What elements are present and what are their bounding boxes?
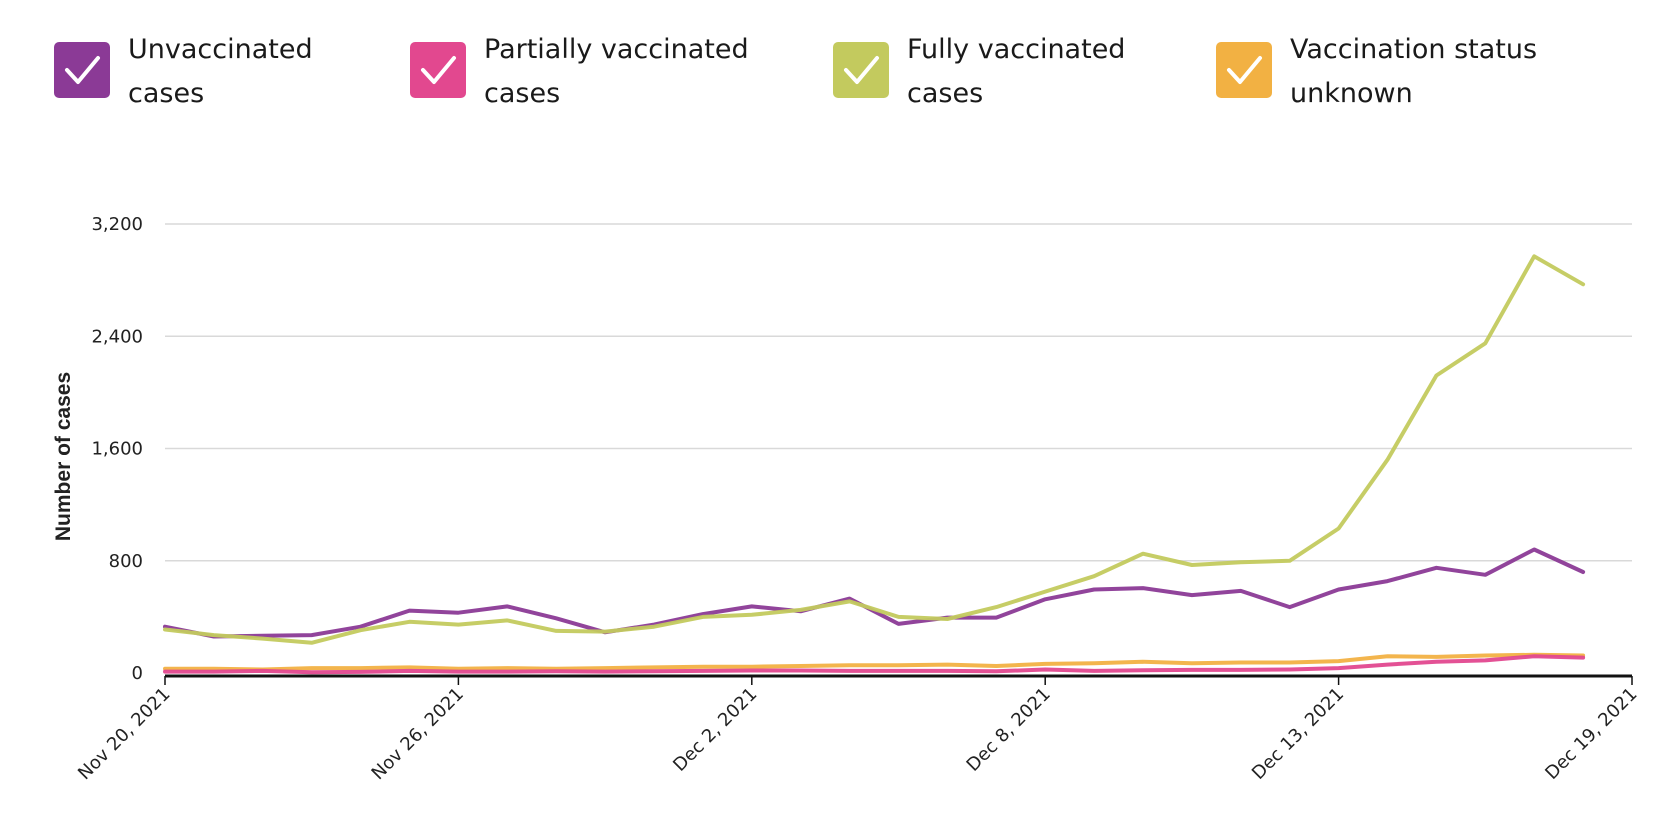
legend-label-line2: unknown xyxy=(1290,78,1413,109)
check-icon[interactable] xyxy=(833,42,889,98)
check-icon[interactable] xyxy=(1216,42,1272,98)
legend-label: Unvaccinated cases xyxy=(128,28,428,116)
y-tick-label: 1,600 xyxy=(91,439,143,460)
x-tick-label: Nov 26, 2021 xyxy=(368,684,468,784)
legend-label-line1: Unvaccinated xyxy=(128,34,313,65)
y-tick-label: 0 xyxy=(132,663,143,684)
y-tick-label: 2,400 xyxy=(91,326,143,347)
series-line xyxy=(163,254,1586,645)
x-tick-label: Dec 13, 2021 xyxy=(1248,684,1348,784)
y-tick-label: 3,200 xyxy=(91,214,143,235)
x-tick-label: Dec 2, 2021 xyxy=(669,684,761,776)
x-tick-label: Dec 19, 2021 xyxy=(1541,684,1641,784)
legend-label-line1: Partially vaccinated xyxy=(484,34,749,65)
legend-item-status-unknown[interactable]: Vaccination status unknown xyxy=(1216,28,1556,118)
legend-label-line2: cases xyxy=(484,78,561,109)
legend-label: Fully vaccinated cases xyxy=(907,28,1207,116)
series-line xyxy=(163,547,1586,639)
legend-label-line1: Vaccination status xyxy=(1290,34,1538,65)
legend-label-line1: Fully vaccinated xyxy=(907,34,1126,65)
legend-label: Vaccination status unknown xyxy=(1290,28,1590,116)
legend-label-line2: cases xyxy=(128,78,205,109)
x-tick-label: Nov 20, 2021 xyxy=(74,684,174,784)
x-tick-label: Dec 8, 2021 xyxy=(963,684,1055,776)
y-tick-label: 800 xyxy=(109,551,143,572)
series-line xyxy=(163,654,1586,675)
legend-label: Partially vaccinated cases xyxy=(484,28,784,116)
series-line xyxy=(163,652,1586,672)
check-icon[interactable] xyxy=(54,42,110,98)
check-icon[interactable] xyxy=(410,42,466,98)
legend-item-unvaccinated[interactable]: Unvaccinated cases xyxy=(54,28,354,118)
legend-label-line2: cases xyxy=(907,78,984,109)
legend-item-partially-vaccinated[interactable]: Partially vaccinated cases xyxy=(410,28,750,118)
legend: Unvaccinated cases Partially vaccinated … xyxy=(0,0,1680,130)
legend-item-fully-vaccinated[interactable]: Fully vaccinated cases xyxy=(833,28,1133,118)
y-axis-label: Number of cases xyxy=(52,372,75,541)
